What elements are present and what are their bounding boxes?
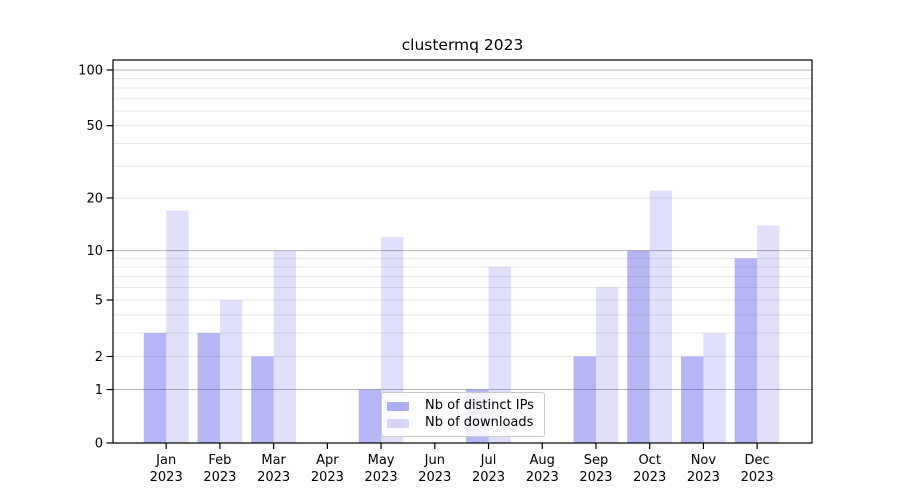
- legend-item-distinct-ips: Nb of distinct IPs: [387, 399, 544, 413]
- bar-downloads-sep: [595, 287, 619, 443]
- bar-ips-oct: [627, 250, 650, 443]
- x-tick-label: Dec 2023: [741, 453, 774, 485]
- bar-ips-sep: [573, 356, 596, 443]
- y-tick-label: 1: [95, 383, 103, 398]
- y-tick-label: 5: [95, 294, 103, 309]
- x-tick-label: May 2023: [365, 453, 398, 485]
- bar-downloads-jan: [166, 210, 189, 443]
- bar-ips-mar: [251, 356, 274, 443]
- x-tick-label: Mar 2023: [257, 453, 290, 485]
- bar-downloads-nov: [703, 333, 726, 443]
- bar-ips-feb: [197, 333, 220, 443]
- chart-title: clustermq 2023: [401, 36, 524, 54]
- legend-label-distinct-ips: Nb of distinct IPs: [425, 398, 534, 413]
- x-tick-label: Jul 2023: [472, 453, 505, 485]
- bar-ips-dec: [734, 258, 758, 443]
- x-tick-label: Aug 2023: [526, 453, 559, 485]
- plot-frame: [112, 59, 813, 444]
- bar-downloads-may: [381, 237, 404, 443]
- x-tick-label: Sep 2023: [579, 453, 612, 485]
- y-tick-label: 10: [86, 244, 103, 259]
- y-tick-label: 20: [86, 191, 103, 206]
- bar-ips-may: [358, 389, 382, 443]
- y-tick-label: 50: [86, 119, 103, 134]
- bar-ips-nov: [681, 356, 704, 443]
- legend: Nb of distinct IPs Nb of downloads: [381, 392, 545, 437]
- x-tick-label: Nov 2023: [687, 453, 720, 485]
- x-tick-label: Apr 2023: [311, 453, 344, 485]
- bar-downloads-dec: [757, 225, 780, 443]
- x-tick-label: Jun 2023: [418, 453, 451, 485]
- bar-downloads-oct: [649, 190, 673, 443]
- bar-downloads-feb: [219, 300, 243, 443]
- y-tick-label: 2: [95, 350, 103, 365]
- legend-swatch-downloads: [387, 418, 409, 428]
- x-tick-label: Oct 2023: [633, 453, 666, 485]
- legend-item-downloads: Nb of downloads: [387, 416, 544, 430]
- legend-swatch-distinct-ips: [387, 401, 409, 411]
- legend-label-downloads: Nb of downloads: [425, 415, 534, 430]
- y-tick-label: 100: [78, 63, 103, 78]
- x-tick-label: Feb 2023: [203, 453, 236, 485]
- bar-downloads-mar: [273, 250, 297, 443]
- bar-ips-jan: [143, 333, 167, 443]
- y-tick-label: 0: [95, 437, 103, 452]
- x-tick-label: Jan 2023: [150, 453, 183, 485]
